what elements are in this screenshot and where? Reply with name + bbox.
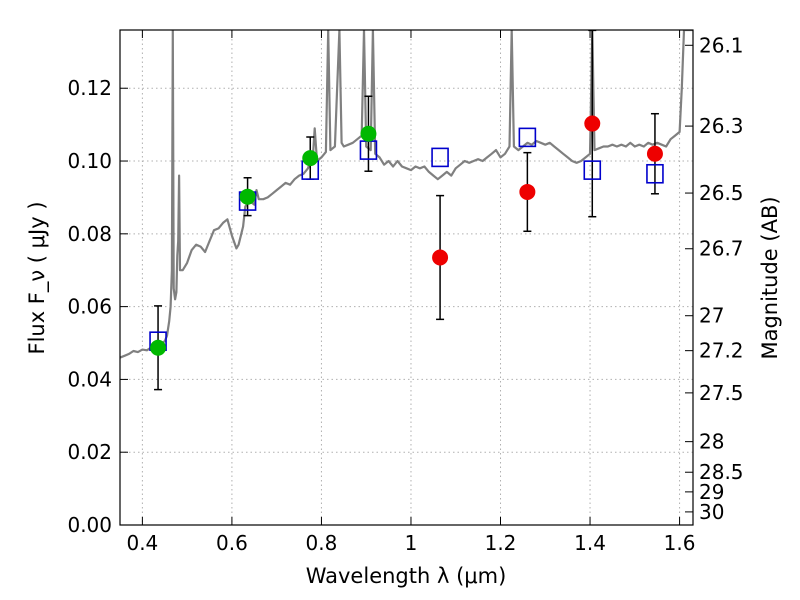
x-tick-label: 0.8 [306,531,338,555]
y-tick-label: 0.04 [67,367,112,391]
observed-flux-point-green [302,150,319,167]
model-flux-square [583,160,602,180]
magnitude-tick-label: 27.2 [699,339,744,363]
observed-flux-point-red [519,183,536,200]
model-flux-square [518,127,537,148]
x-tick-label: 1 [405,531,418,555]
observed-flux-point-red [646,145,663,162]
y-tick-label: 0.12 [67,76,112,100]
x-tick-label: 1.6 [664,531,696,555]
magnitude-tick-label: 26.1 [699,33,744,57]
plot-frame [119,29,694,526]
magnitude-tick-label: 26.3 [699,114,744,138]
observed-flux-point-green [150,339,167,356]
x-tick-label: 1.2 [485,531,517,555]
grid-lines [120,30,693,526]
y-tick-label: 0.10 [67,149,112,173]
axes-layer: 0.4 0.6 0.8 1 1.2 1.4 1.6 0.00 0.02 0.04 0.06 0.08 0… [67,30,744,555]
magnitude-tick-label: 27.5 [699,381,744,405]
observed-flux-point-red [432,249,449,266]
magnitude-tick-label: 26.5 [699,181,744,205]
magnitude-tick-label: 27 [699,304,724,328]
y-tick-label: 0.00 [67,513,112,537]
y-tick-label: 0.02 [67,440,112,464]
model-flux-square [646,163,664,184]
model-spectrum-line [120,30,693,359]
model-flux-square [431,147,449,168]
observed-flux-point-red [584,115,601,132]
y-tick-label: 0.06 [67,295,112,319]
y-tick-label: 0.08 [67,222,112,246]
x-axis-label: Wavelength λ (μm) [306,564,507,588]
x-tick-label: 0.4 [126,531,158,555]
marks-layer [149,30,664,391]
magnitude-tick-label: 29 [699,480,724,504]
observed-flux-point-green [239,188,256,205]
magnitude-tick-label: 28.5 [699,460,744,484]
magnitude-tick-label: 30 [699,500,724,524]
magnitude-tick-label: 28 [699,430,724,454]
x-tick-label: 0.6 [216,531,248,555]
observed-flux-point-green [360,125,377,142]
x-tick-label: 1.4 [574,531,606,555]
y-axis-right-label: Magnitude (AB) [758,196,782,359]
y-axis-label: Flux F_ν ( μJy ) [25,201,50,354]
magnitude-tick-label: 26.7 [699,237,744,261]
spectrum-layer [120,30,693,359]
